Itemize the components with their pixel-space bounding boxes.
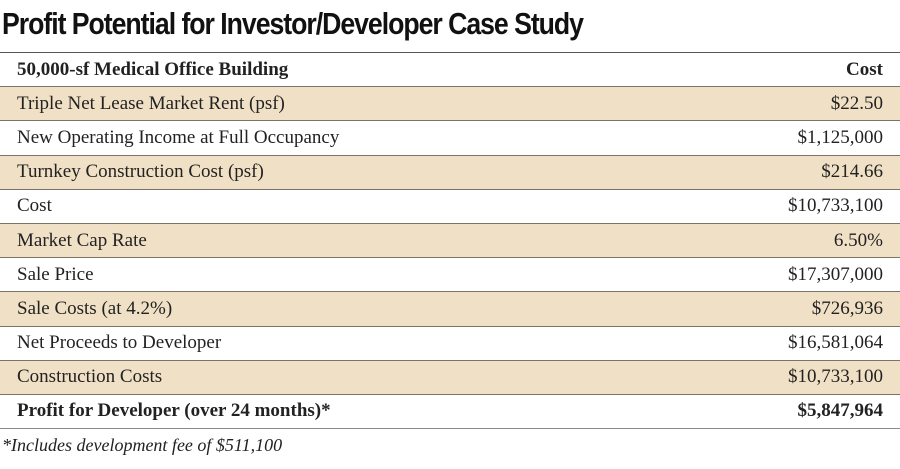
row-value: $1,125,000	[660, 120, 900, 156]
footnote: *Includes development fee of $511,100	[2, 435, 283, 455]
table-row: Cost $10,733,100	[0, 188, 900, 224]
row-value: $10,733,100	[660, 359, 900, 395]
table-row: New Operating Income at Full Occupancy $1…	[0, 120, 900, 156]
row-value: 6.50%	[660, 222, 900, 258]
row-value: $22.50	[660, 86, 900, 121]
row-value: $17,307,000	[660, 257, 900, 292]
row-label: Market Cap Rate	[0, 222, 661, 258]
row-label: Profit for Developer (over 24 months)*	[0, 393, 661, 430]
row-label: Turnkey Construction Cost (psf)	[0, 154, 661, 190]
row-value: $726,936	[660, 291, 900, 326]
case-study-table: 50,000-sf Medical Office Building Cost T…	[0, 51, 900, 430]
table-row: Net Proceeds to Developer $16,581,064	[0, 325, 900, 361]
table-row: Triple Net Lease Market Rent (psf) $22.50	[0, 86, 900, 121]
row-label: Construction Costs	[0, 359, 661, 395]
table-row: Market Cap Rate 6.50%	[0, 222, 900, 258]
row-label: Net Proceeds to Developer	[0, 325, 661, 361]
row-label: Sale Price	[0, 257, 661, 292]
page-title: Profit Potential for Investor/Developer …	[2, 6, 584, 41]
row-value: $5,847,964	[660, 393, 900, 430]
row-label: Triple Net Lease Market Rent (psf)	[0, 86, 661, 121]
table-row: Construction Costs $10,733,100	[0, 359, 900, 395]
row-value: $214.66	[660, 154, 900, 190]
table-row: Profit for Developer (over 24 months)* $5…	[0, 393, 900, 430]
row-label: New Operating Income at Full Occupancy	[0, 120, 661, 156]
header-value: Cost	[660, 51, 900, 87]
table-row: Sale Price $17,307,000	[0, 257, 900, 292]
row-value: $10,733,100	[660, 188, 900, 224]
table-row: Turnkey Construction Cost (psf) $214.66	[0, 154, 900, 190]
table-header-row: 50,000-sf Medical Office Building Cost	[0, 51, 900, 87]
table-row: Sale Costs (at 4.2%) $726,936	[0, 291, 900, 326]
row-label: Sale Costs (at 4.2%)	[0, 291, 661, 326]
row-value: $16,581,064	[660, 325, 900, 361]
header-label: 50,000-sf Medical Office Building	[0, 51, 661, 87]
row-label: Cost	[0, 188, 661, 224]
